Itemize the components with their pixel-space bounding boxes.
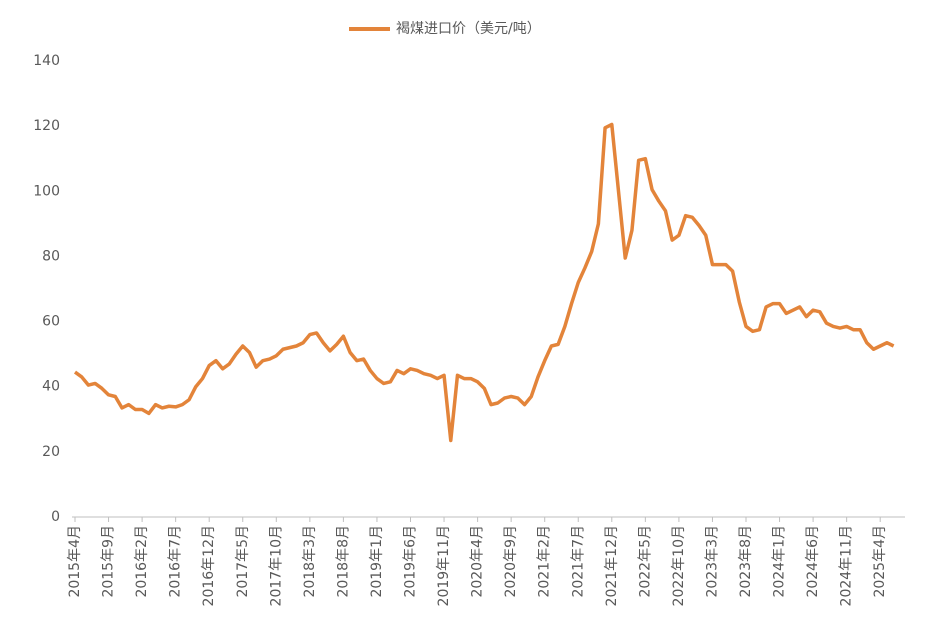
- x-tick-label: 2015年4月: [67, 525, 83, 598]
- x-tick-label: 2023年8月: [738, 525, 754, 598]
- x-tick-label: 2024年6月: [805, 525, 821, 598]
- x-tick-label: 2020年4月: [470, 525, 486, 598]
- x-tick-label: 2022年5月: [637, 525, 653, 598]
- x-tick-label: 2019年1月: [369, 525, 385, 598]
- x-tick-label: 2017年10月: [268, 525, 284, 606]
- legend-label: 褐煤进口价（美元/吨）: [396, 21, 541, 37]
- x-tick-label: 2017年5月: [235, 525, 251, 598]
- x-tick-label: 2024年11月: [839, 525, 855, 606]
- x-tick-label: 2015年9月: [101, 525, 117, 598]
- y-tick-label: 20: [42, 444, 60, 460]
- x-tick-label: 2019年6月: [403, 525, 419, 598]
- x-tick-label: 2016年12月: [201, 525, 217, 606]
- y-tick-label: 0: [51, 509, 60, 525]
- x-tick-label: 2020年9月: [503, 525, 519, 598]
- x-tick-label: 2022年10月: [671, 525, 687, 606]
- x-tick-label: 2018年8月: [335, 525, 351, 598]
- x-tick-label: 2025年4月: [872, 525, 888, 598]
- x-tick-label: 2018年3月: [302, 525, 318, 598]
- y-tick-label: 40: [42, 379, 60, 395]
- y-tick-label: 140: [33, 53, 60, 69]
- x-tick-label: 2019年11月: [436, 525, 452, 606]
- y-tick-label: 60: [42, 314, 60, 330]
- x-tick-label: 2024年1月: [772, 525, 788, 598]
- y-tick-label: 80: [42, 248, 60, 264]
- x-tick-label: 2021年7月: [570, 525, 586, 598]
- line-series: [73, 122, 895, 443]
- x-tick-label: 2021年2月: [537, 525, 553, 598]
- x-tick-label: 2021年12月: [604, 525, 620, 606]
- x-tick-label: 2023年3月: [704, 525, 720, 598]
- x-tick-label: 2016年7月: [168, 525, 184, 598]
- y-tick-label: 100: [33, 183, 60, 199]
- y-tick-label: 120: [33, 118, 60, 134]
- x-tick-label: 2016年2月: [134, 525, 150, 598]
